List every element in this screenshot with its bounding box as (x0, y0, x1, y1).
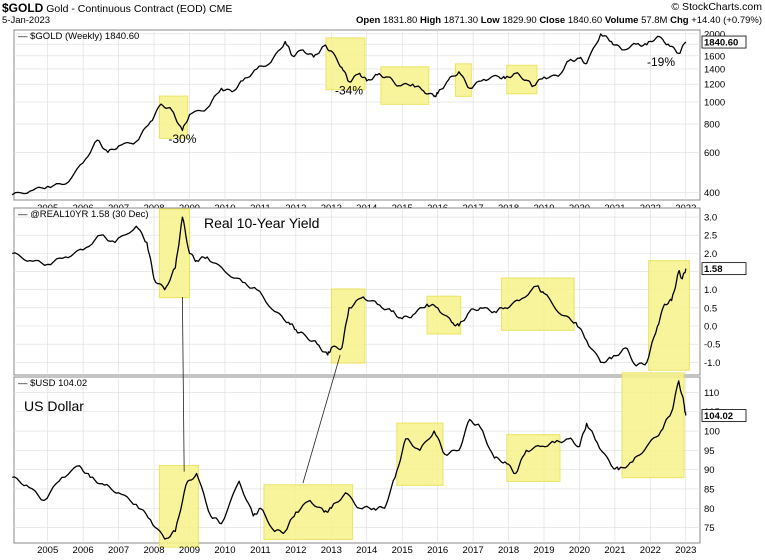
last-value-box (701, 409, 747, 422)
ohlc-stats: Open 1831.80 High 1871.30 Low 1829.90 Cl… (356, 15, 762, 26)
y-tick-label: -1.0 (704, 358, 720, 369)
x-tick-label: 2012 (285, 545, 306, 556)
x-tick-label: 2010 (214, 545, 235, 556)
y-tick-label: -0.5 (704, 340, 720, 351)
close-label: Close (539, 15, 566, 26)
y-tick-label: 1600 (704, 51, 725, 62)
highlight-box (158, 95, 189, 139)
highlight-box (325, 37, 366, 91)
highlight-box (263, 484, 354, 540)
y-tick-label: 95 (704, 446, 715, 457)
x-tick-label: 2008 (143, 545, 164, 556)
y-tick-label: 2000 (704, 29, 725, 40)
y-tick-label: 800 (704, 120, 720, 131)
y-tick-label: 75 (704, 523, 715, 534)
panel-title: Real 10-Year Yield (204, 215, 319, 231)
open-value: 1831.80 (382, 15, 418, 26)
highlight-box (454, 63, 472, 97)
panel-2: -1.0-0.50.00.51.01.52.02.53.0— @REAL10YR… (12, 207, 747, 376)
close-value: 1840.60 (567, 15, 603, 26)
x-tick-label: 2016 (427, 545, 448, 556)
panel-title: US Dollar (24, 398, 84, 414)
y-tick-label: 80 (704, 504, 715, 515)
last-value-box (701, 35, 747, 49)
x-tick-label: 2014 (356, 545, 377, 556)
y-tick-label: 1400 (704, 64, 725, 75)
panel-1: 400600800100012001400160018002000— $GOLD… (11, 29, 747, 214)
description: Gold - Continuous Contract (EOD) (46, 3, 207, 15)
y-tick-label: 100 (704, 427, 720, 438)
x-tick-label: 2019 (533, 545, 554, 556)
series-line (11, 33, 687, 196)
last-value-label: 1840.60 (704, 38, 738, 49)
highlight-box (380, 66, 430, 105)
last-value-label: 104.02 (704, 411, 733, 422)
x-tick-label: 2018 (498, 545, 519, 556)
x-tick-label: 2017 (463, 545, 484, 556)
chg-label: Chg (670, 15, 689, 26)
x-tick-label: 2021 (604, 545, 625, 556)
panel-frame (13, 376, 701, 544)
quote-date: 5-Jan-2023 (2, 15, 51, 26)
x-tick-label: 2023 (675, 545, 696, 556)
x-tick-label: 2011 (250, 545, 270, 556)
x-tick-label: 2007 (108, 545, 129, 556)
last-value-box (701, 262, 747, 276)
y-tick-label: 600 (704, 148, 720, 159)
x-tick-label: 2006 (73, 545, 94, 556)
panel-legend: — $GOLD (Weekly) 1840.60 (18, 31, 139, 42)
high-label: High (419, 15, 442, 26)
x-tick-label: 2022 (640, 545, 661, 556)
open-label: Open (356, 15, 381, 26)
watermark: © StockCharts.com (671, 1, 762, 13)
drop-annotation: -30% (168, 132, 196, 146)
drop-annotation: -19% (647, 55, 675, 69)
highlight-box (396, 422, 444, 486)
y-tick-label: 3.0 (704, 213, 717, 224)
y-tick-label: 2.0 (704, 249, 717, 260)
y-tick-label: 1.0 (704, 285, 717, 296)
x-tick-label: 2005 (37, 545, 58, 556)
volume-label: Volume (604, 15, 639, 26)
highlight-box (506, 64, 538, 95)
y-tick-label: 85 (704, 484, 715, 495)
highlight-box (158, 208, 190, 299)
highlight-box (330, 288, 366, 364)
chart-header: $GOLD Gold - Continuous Contract (EOD) C… (2, 1, 762, 15)
symbol: $GOLD (2, 1, 44, 15)
x-tick-label: 2020 (569, 545, 590, 556)
connector-line (302, 354, 341, 484)
y-tick-label: 400 (704, 188, 720, 199)
highlight-box (621, 372, 685, 479)
y-tick-label: 1200 (704, 80, 725, 91)
y-tick-label: 0.0 (704, 321, 717, 332)
panel-legend: — $USD 104.02 (18, 378, 87, 389)
y-tick-label: 110 (704, 388, 719, 399)
exchange: CME (209, 3, 233, 15)
highlight-box (158, 465, 199, 548)
connector-line (181, 296, 185, 472)
panel-legend: — @REAL10YR 1.58 (30 Dec) (18, 209, 149, 220)
low-label: Low (480, 15, 500, 26)
last-value-label: 1.58 (704, 264, 723, 275)
high-value: 1871.30 (443, 15, 479, 26)
y-tick-label: 0.5 (704, 303, 717, 314)
x-tick-label: 2009 (179, 545, 200, 556)
series-line (12, 216, 687, 367)
y-tick-label: 2.5 (704, 231, 717, 242)
series-line (12, 380, 687, 540)
drop-annotation: -34% (335, 84, 363, 98)
y-tick-label: 1000 (704, 98, 725, 109)
low-value: 1829.90 (502, 15, 537, 26)
x-tick-label: 2015 (392, 545, 413, 556)
volume-value: 57.8M (641, 15, 668, 26)
x-tick-label: 2013 (321, 545, 342, 556)
y-tick-label: 90 (704, 465, 715, 476)
chg-value: +14.40 (+0.79%) (691, 15, 762, 26)
quote-bar: 5-Jan-2023 Open 1831.80 High 1871.30 Low… (2, 15, 762, 29)
